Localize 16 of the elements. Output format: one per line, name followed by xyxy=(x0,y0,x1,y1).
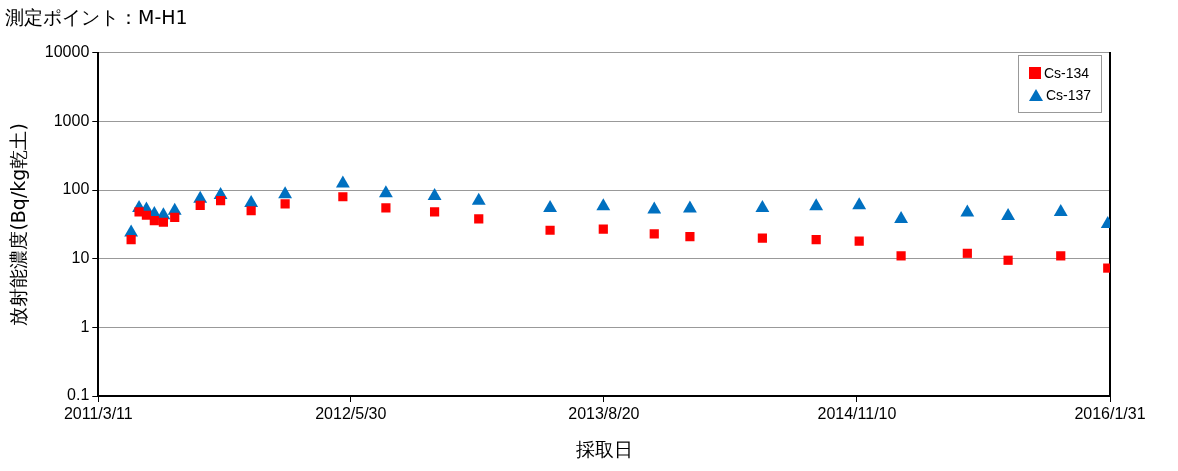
legend-label: Cs-137 xyxy=(1046,86,1092,103)
chart-title: 測定ポイント：M-H1 xyxy=(5,6,188,29)
x-tick-label: 2014/11/10 xyxy=(817,405,897,423)
y-tick-label: 10 xyxy=(71,249,90,267)
x-axis-title: 採取日 xyxy=(575,437,633,460)
legend-label: Cs-134 xyxy=(1044,64,1090,81)
y-tick-label: 10000 xyxy=(44,43,90,61)
y-tick-label: 1000 xyxy=(53,111,90,129)
y-tick-label: 0.1 xyxy=(67,386,90,404)
x-tick-label: 2016/1/31 xyxy=(1074,405,1146,423)
x-tick-label: 2011/3/11 xyxy=(63,405,133,423)
y-tick-label: 1 xyxy=(80,317,90,335)
x-tick-label: 2012/5/30 xyxy=(315,405,387,423)
y-tick-label: 100 xyxy=(62,180,90,198)
x-tick-label: 2013/8/20 xyxy=(568,405,640,423)
y-axis-title: 放射能濃度(Bq/kg乾土) xyxy=(7,123,30,326)
